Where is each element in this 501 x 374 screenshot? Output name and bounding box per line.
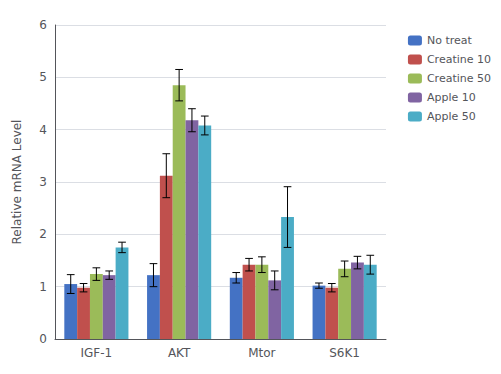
- svg-text:S6K1: S6K1: [329, 346, 360, 360]
- svg-text:3: 3: [39, 175, 47, 189]
- svg-text:AKT: AKT: [168, 346, 191, 360]
- svg-text:5: 5: [39, 70, 47, 84]
- svg-text:Mtor: Mtor: [248, 346, 275, 360]
- svg-text:2: 2: [39, 227, 47, 241]
- svg-text:Apple 50: Apple 50: [427, 110, 476, 123]
- svg-text:1: 1: [39, 280, 47, 294]
- svg-text:Apple 10: Apple 10: [427, 91, 476, 104]
- svg-text:0: 0: [39, 332, 47, 346]
- svg-text:IGF-1: IGF-1: [81, 346, 113, 360]
- svg-text:Relative mRNA Level: Relative mRNA Level: [10, 120, 24, 245]
- svg-text:Creatine 50: Creatine 50: [427, 72, 491, 85]
- svg-text:Creatine 10: Creatine 10: [427, 53, 491, 66]
- svg-text:No treat: No treat: [427, 34, 473, 47]
- svg-text:6: 6: [39, 18, 47, 32]
- svg-text:4: 4: [39, 123, 47, 137]
